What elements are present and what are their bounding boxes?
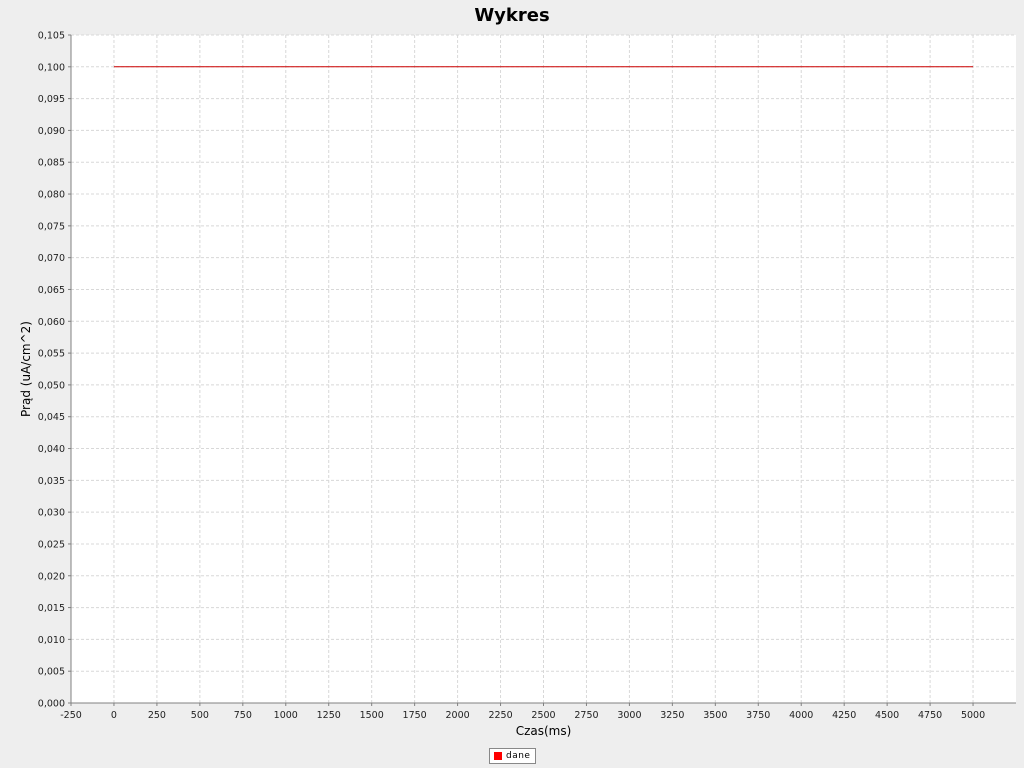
x-tick-label: 4500 xyxy=(875,710,899,721)
x-tick-label: 0 xyxy=(111,710,117,721)
x-tick-label: 4750 xyxy=(918,710,942,721)
y-axis-label: Prąd (uA/cm^2) xyxy=(19,321,33,417)
x-tick-label: 750 xyxy=(234,710,252,721)
y-tick-label: 0,055 xyxy=(38,349,65,360)
y-tick-label: 0,025 xyxy=(38,539,65,550)
y-tick-label: 0,050 xyxy=(38,380,65,391)
x-tick-label: 500 xyxy=(191,710,209,721)
x-tick-label: 3750 xyxy=(746,710,770,721)
x-tick-label: 2250 xyxy=(488,710,512,721)
y-tick-label: 0,005 xyxy=(38,667,65,678)
x-tick-label: 4000 xyxy=(789,710,813,721)
x-tick-label: 4250 xyxy=(832,710,856,721)
x-tick-label: 1750 xyxy=(403,710,427,721)
y-tick-label: 0,035 xyxy=(38,476,65,487)
x-tick-label: 3250 xyxy=(660,710,684,721)
y-tick-label: 0,095 xyxy=(38,94,65,105)
x-tick-label: 2000 xyxy=(445,710,469,721)
y-tick-label: 0,090 xyxy=(38,126,65,137)
y-tick-label: 0,045 xyxy=(38,412,65,423)
axes: -250 0 250 500 750 1000 1250 1500 1750 2000 2250 25… xyxy=(38,31,1016,721)
x-tick-label: 2500 xyxy=(531,710,555,721)
chart-title: Wykres xyxy=(474,5,550,26)
y-tick-label: 0,065 xyxy=(38,285,65,296)
y-tick-label: 0,020 xyxy=(38,571,65,582)
legend-label: dane xyxy=(506,751,531,761)
legend-swatch-dane xyxy=(494,752,502,760)
legend: dane xyxy=(489,748,537,764)
y-tick-label: 0,100 xyxy=(38,62,65,73)
y-tick-label: 0,060 xyxy=(38,317,65,328)
x-tick-label: 3500 xyxy=(703,710,727,721)
y-tick-label: 0,075 xyxy=(38,221,65,232)
y-tick-label: 0,080 xyxy=(38,190,65,201)
y-tick-label: 0,070 xyxy=(38,253,65,264)
x-tick-label: 2750 xyxy=(574,710,598,721)
y-tick-label: 0,030 xyxy=(38,508,65,519)
y-tick-label: 0,010 xyxy=(38,635,65,646)
x-tick-label: 1250 xyxy=(317,710,341,721)
x-tick-label: -250 xyxy=(60,710,82,721)
x-tick-label: 1000 xyxy=(274,710,298,721)
x-tick-label: 250 xyxy=(148,710,166,721)
x-axis-label: Czas(ms) xyxy=(516,724,572,738)
x-tick-label: 3000 xyxy=(617,710,641,721)
y-tick-label: 0,015 xyxy=(38,603,65,614)
y-tick-label: 0,000 xyxy=(38,699,65,710)
x-tick-label: 5000 xyxy=(961,710,985,721)
y-tick-label: 0,105 xyxy=(38,31,65,42)
x-tick-label: 1500 xyxy=(360,710,384,721)
y-tick-label: 0,040 xyxy=(38,444,65,455)
y-tick-label: 0,085 xyxy=(38,158,65,169)
